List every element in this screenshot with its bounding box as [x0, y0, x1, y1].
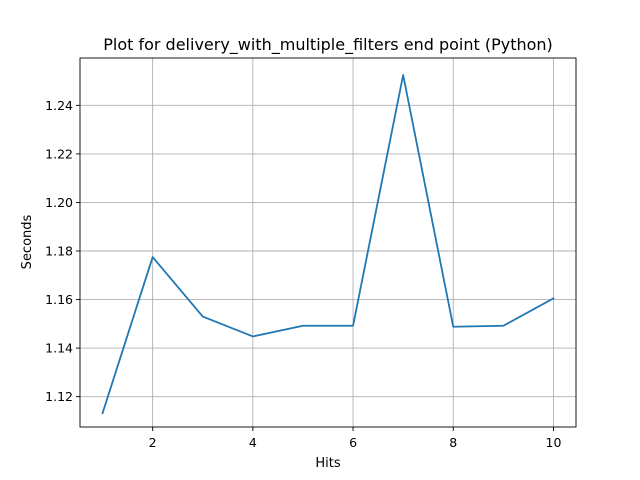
series-layer [101, 74, 555, 415]
x-tick-label: 2 [149, 435, 157, 450]
x-tick-label: 8 [449, 435, 457, 450]
plot-frame [79, 57, 577, 428]
y-tick-label: 1.12 [45, 389, 73, 404]
y-tick-label: 1.14 [45, 341, 73, 356]
grid-lines [80, 58, 576, 427]
y-tick-label: 1.18 [45, 243, 73, 258]
y-axis-label: Seconds [20, 214, 35, 269]
y-tick-label: 1.22 [45, 146, 73, 161]
y-tick-label: 1.16 [45, 292, 73, 307]
series-line [101, 74, 555, 415]
x-tick-label: 4 [249, 435, 257, 450]
x-tick-label: 10 [546, 435, 562, 450]
y-tick-label: 1.24 [45, 98, 73, 113]
x-tick-label: 6 [349, 435, 357, 450]
y-tick-label: 1.20 [45, 195, 73, 210]
x-axis-label: Hits [315, 456, 340, 471]
axis-ticks [76, 104, 554, 431]
chart-title: Plot for delivery_with_multiple_filters … [103, 35, 553, 55]
